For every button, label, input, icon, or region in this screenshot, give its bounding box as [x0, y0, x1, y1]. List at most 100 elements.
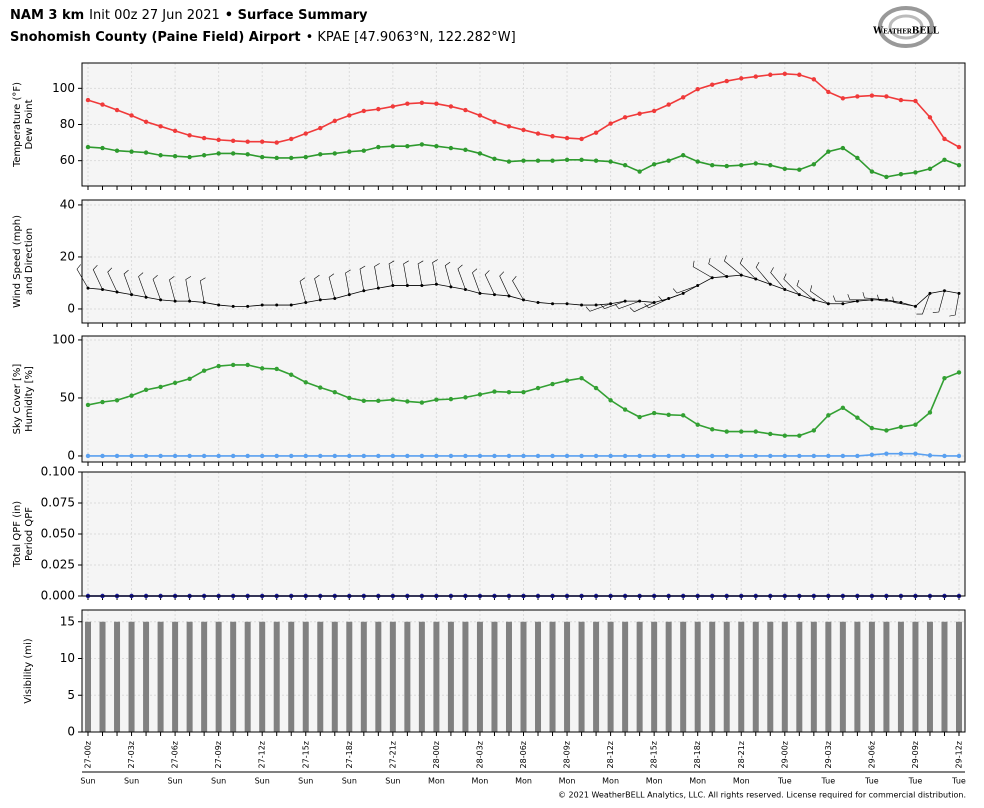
data-point: [115, 290, 119, 294]
bar: [665, 621, 672, 732]
data-point: [318, 125, 323, 131]
data-point: [956, 144, 962, 150]
day-label: Mon: [428, 777, 445, 786]
bar: [201, 621, 208, 732]
wind-barb: [949, 293, 960, 317]
wind-barb: [199, 277, 206, 303]
data-point: [812, 298, 816, 302]
bar: [331, 621, 338, 732]
bar: [535, 621, 542, 732]
data-point: [869, 169, 875, 174]
bar: [85, 621, 91, 732]
data-point: [782, 71, 787, 77]
data-point: [651, 162, 657, 167]
x-tick-label: 28-06z: [519, 741, 528, 768]
data-point: [172, 453, 178, 459]
data-point: [159, 298, 163, 302]
day-label: Mon: [733, 777, 750, 786]
data-point: [913, 170, 918, 175]
y-axis-label: Visibility (mi): [23, 638, 34, 704]
day-label: Sun: [167, 777, 182, 786]
data-point: [710, 453, 715, 459]
data-point: [942, 289, 946, 293]
x-tick-label: 27-12z: [258, 741, 267, 768]
wind-barb: [585, 303, 611, 312]
data-point: [841, 302, 845, 306]
bar: [505, 621, 512, 732]
data-point: [172, 380, 178, 386]
data-point: [942, 453, 947, 459]
data-point: [724, 453, 729, 459]
bar: [912, 621, 919, 732]
wind-barb: [185, 276, 192, 302]
data-point: [289, 136, 294, 142]
product: • Surface Summary: [225, 8, 368, 23]
data-point: [289, 372, 294, 377]
header-line-1: NAM 3 km Init 00z 27 Jun 2021 • Surface Su…: [10, 8, 368, 23]
data-point: [201, 453, 207, 459]
data-point: [376, 106, 381, 112]
data-point: [405, 399, 410, 404]
data-point: [753, 429, 758, 434]
data-point: [101, 287, 105, 291]
data-point: [593, 130, 599, 135]
data-point: [608, 121, 613, 126]
y-axis-label: and Direction: [24, 228, 35, 295]
y-axis-label: Period QPF: [24, 507, 35, 561]
day-label: Tue: [821, 777, 836, 786]
data-point: [826, 149, 831, 154]
data-point: [230, 151, 236, 156]
wind-barb: [444, 261, 452, 287]
data-point: [100, 145, 105, 151]
bar: [447, 621, 454, 732]
day-label: Sun: [255, 777, 270, 786]
bar: [433, 621, 440, 732]
bar: [476, 621, 483, 732]
data-point: [158, 384, 163, 390]
data-point: [521, 127, 526, 133]
data-point: [332, 151, 337, 156]
data-point: [840, 96, 846, 101]
data-point: [303, 453, 308, 459]
day-label: Sun: [80, 777, 95, 786]
bar: [752, 621, 759, 732]
y-axis-label: Temperature (°F): [12, 82, 23, 168]
data-point: [535, 158, 541, 163]
data-point: [666, 453, 671, 459]
data-point: [811, 162, 817, 167]
bar: [389, 621, 396, 732]
data-point: [797, 72, 802, 77]
data-point: [622, 453, 628, 459]
header-line-2: Snohomish County (Paine Field) Airport • …: [10, 30, 516, 45]
bar: [128, 621, 135, 732]
data-point: [376, 398, 381, 404]
data-point: [840, 145, 846, 151]
x-tick-label: 27-03z: [127, 741, 136, 768]
bar: [346, 621, 353, 732]
data-point: [913, 422, 918, 427]
wind-barb: [770, 267, 786, 290]
data-point: [507, 294, 511, 298]
data-point: [536, 300, 540, 304]
data-point: [652, 300, 656, 304]
day-label: Mon: [515, 777, 532, 786]
data-point: [521, 389, 526, 395]
data-point: [608, 453, 613, 459]
data-point: [477, 151, 483, 156]
data-point: [477, 453, 483, 459]
data-point: [927, 115, 933, 120]
data-point: [869, 425, 875, 431]
data-point: [593, 158, 599, 163]
data-point: [680, 453, 686, 459]
data-point: [289, 303, 293, 307]
data-point: [332, 453, 337, 459]
wind-barb: [123, 269, 132, 295]
data-point: [622, 115, 628, 120]
day-label: Sun: [385, 777, 400, 786]
data-point: [129, 149, 134, 154]
data-point: [347, 113, 352, 118]
data-point: [710, 82, 715, 87]
data-point: [202, 300, 206, 304]
data-point: [419, 142, 425, 147]
wind-barb: [724, 255, 742, 276]
